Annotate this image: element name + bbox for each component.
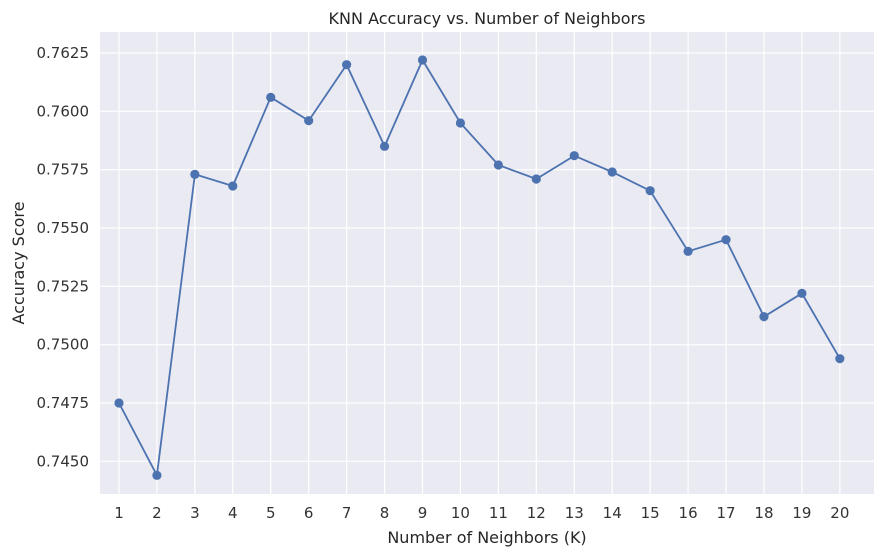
x-tick-label: 14: [603, 504, 622, 522]
data-point: [152, 470, 162, 480]
x-tick-label: 18: [754, 504, 773, 522]
data-point: [835, 354, 845, 364]
y-tick-labels: 0.7450 0.7475 0.7500 0.7525 0.7550 0.7575 0.76…: [37, 44, 90, 470]
x-tick-label: 10: [451, 504, 470, 522]
data-point: [645, 186, 655, 196]
plot-area: [100, 32, 874, 494]
accuracy-series-points: [114, 55, 845, 480]
chart-title: KNN Accuracy vs. Number of Neighbors: [329, 9, 646, 28]
x-tick-label: 8: [380, 504, 390, 522]
data-point: [569, 151, 579, 161]
data-point: [190, 169, 200, 179]
data-point: [342, 60, 352, 70]
y-gridlines: [100, 52, 874, 462]
data-point: [114, 398, 124, 408]
x-axis-label: Number of Neighbors (K): [387, 528, 586, 547]
x-tick-label: 5: [266, 504, 276, 522]
y-tick-label: 0.7600: [37, 102, 90, 120]
x-tick-label: 13: [565, 504, 584, 522]
y-axis-label: Accuracy Score: [9, 202, 28, 325]
x-tick-label: 2: [152, 504, 162, 522]
x-tick-label: 1: [114, 504, 124, 522]
x-tick-label: 12: [527, 504, 546, 522]
x-tick-label: 19: [792, 504, 811, 522]
data-point: [228, 181, 238, 191]
data-point: [797, 288, 807, 298]
x-tick-label: 7: [342, 504, 352, 522]
accuracy-series-line: [118, 58, 841, 479]
data-point: [266, 92, 276, 102]
y-tick-label: 0.7500: [37, 336, 90, 354]
data-point: [759, 312, 769, 322]
data-point: [683, 246, 693, 256]
data-point: [455, 118, 466, 128]
x-tick-label: 3: [190, 504, 200, 522]
x-tick-label: 11: [489, 504, 508, 522]
y-tick-label: 0.7475: [37, 394, 90, 412]
data-point: [493, 160, 503, 170]
data-point: [531, 174, 541, 184]
x-tick-label: 17: [716, 504, 735, 522]
x-tick-label: 6: [304, 504, 314, 522]
x-tick-label: 20: [830, 504, 849, 522]
x-tick-label: 16: [679, 504, 698, 522]
data-point: [607, 167, 617, 177]
y-tick-label: 0.7575: [37, 161, 90, 179]
data-point: [379, 141, 390, 151]
x-gridlines: [118, 32, 841, 494]
data-point: [721, 235, 731, 245]
x-tick-labels: 1 2 3 4 5 6 7 8 9 10 11 12 13 14 15 16 17 18 19 20: [114, 504, 849, 522]
data-point: [417, 55, 428, 65]
data-point: [304, 116, 314, 126]
y-tick-label: 0.7525: [37, 277, 90, 295]
x-tick-label: 15: [641, 504, 660, 522]
x-tick-label: 4: [228, 504, 238, 522]
y-tick-label: 0.7625: [37, 44, 90, 62]
x-tick-label: 9: [418, 504, 428, 522]
y-tick-label: 0.7450: [37, 452, 90, 470]
y-tick-label: 0.7550: [37, 219, 90, 237]
